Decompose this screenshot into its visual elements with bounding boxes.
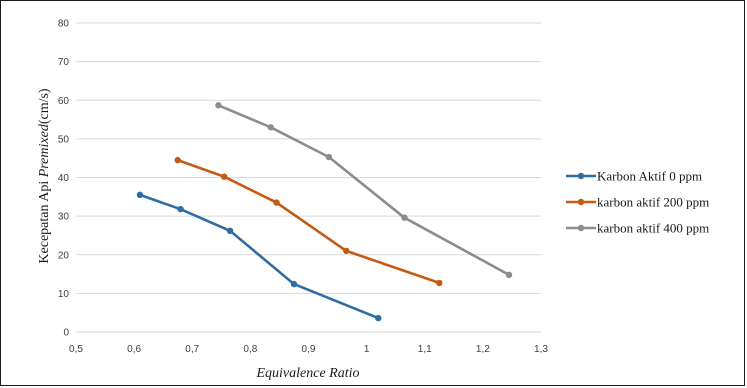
legend-item: Karbon Aktif 0 ppm — [566, 169, 702, 184]
y-tick-label: 50 — [58, 134, 70, 145]
x-axis-title: Equivalence Ratio — [255, 366, 359, 381]
series-line — [177, 158, 440, 285]
y-tick-label: 20 — [58, 250, 70, 261]
data-point — [174, 156, 181, 164]
x-tick-label: 1,2 — [476, 344, 490, 355]
y-axis-title: Kecepatan Api Premixed(cm/s) — [37, 88, 52, 264]
legend: Karbon Aktif 0 ppm karbon aktif 200 ppm ka… — [566, 169, 709, 236]
data-point — [290, 280, 298, 288]
data-point — [325, 153, 333, 161]
y-axis-title-italic: Premixed — [37, 123, 52, 178]
legend-label: karbon aktif 400 ppm — [597, 221, 709, 236]
y-tick-label: 80 — [58, 19, 70, 30]
data-point — [221, 173, 228, 180]
y-tick-label: 60 — [58, 96, 70, 107]
legend-label: karbon aktif 200 ppm — [597, 195, 709, 210]
series-lines — [136, 102, 513, 322]
y-tick-labels: 0 10 20 30 40 50 60 70 80 — [58, 19, 70, 339]
x-tick-labels: 0,5 0,6 0,7 0,8 0,9 1 1,1 1,2 1,3 — [69, 344, 548, 355]
x-tick-label: 0,8 — [243, 344, 257, 355]
x-tick-label: 1,3 — [534, 344, 548, 355]
data-point — [267, 124, 274, 131]
gridlines — [76, 22, 541, 333]
series — [215, 102, 513, 279]
data-point — [226, 227, 234, 235]
series-line — [217, 104, 510, 276]
data-point — [343, 247, 350, 255]
data-point — [177, 205, 184, 213]
data-point — [215, 102, 222, 109]
y-tick-label: 30 — [58, 212, 70, 223]
data-point — [401, 214, 408, 221]
x-tick-label: 0,7 — [185, 344, 199, 355]
x-tick-label: 0,6 — [127, 344, 141, 355]
series — [174, 156, 443, 287]
x-tick-label: 1,1 — [418, 344, 432, 355]
y-axis-title-suffix: (cm/s) — [37, 88, 52, 124]
y-tick-label: 0 — [63, 328, 69, 339]
legend-label: Karbon Aktif 0 ppm — [597, 169, 702, 184]
legend-swatch-marker — [577, 198, 585, 206]
y-tick-label: 70 — [58, 57, 70, 68]
data-point — [505, 271, 513, 279]
legend-item: karbon aktif 200 ppm — [566, 195, 709, 210]
y-axis-title-prefix: Kecepatan Api — [37, 177, 52, 263]
legend-swatch-marker — [577, 224, 585, 232]
data-point — [375, 314, 382, 322]
x-tick-label: 1 — [364, 344, 370, 355]
y-tick-label: 40 — [58, 173, 70, 184]
legend-item: karbon aktif 400 ppm — [566, 221, 709, 236]
x-tick-label: 0,5 — [69, 344, 83, 355]
legend-swatch-marker — [577, 172, 585, 180]
series — [136, 191, 382, 322]
series-line — [139, 193, 379, 320]
y-tick-label: 10 — [58, 289, 70, 300]
data-point — [436, 279, 443, 287]
data-point — [136, 191, 144, 199]
data-point — [273, 199, 280, 206]
x-tick-label: 0,9 — [302, 344, 316, 355]
